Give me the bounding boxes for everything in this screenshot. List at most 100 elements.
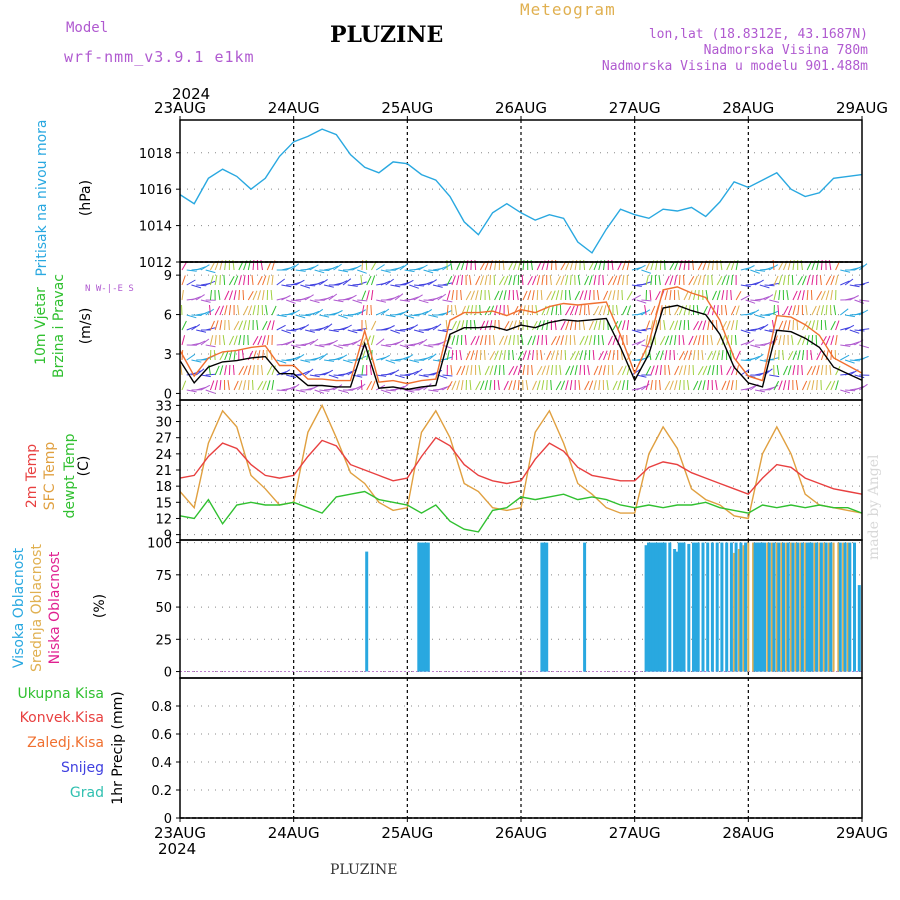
wind-barb (380, 308, 390, 316)
wind-barb (333, 310, 343, 316)
wind-barb (664, 380, 671, 391)
wind-barb (281, 341, 292, 346)
mid-cloud-bar (837, 542, 840, 672)
wind-barb (620, 350, 623, 361)
wind-barb (584, 350, 587, 361)
wind-barb (844, 314, 855, 318)
wind-barb (196, 329, 207, 333)
wind-barb (844, 371, 855, 376)
cloud-tick-label: 100 (147, 537, 172, 552)
wind-barb (546, 350, 552, 361)
high-cloud-bar (843, 542, 847, 672)
wind-barb (669, 275, 674, 286)
wind-barb (243, 305, 249, 316)
wind-barb (588, 290, 591, 301)
top-time-label: 28AUG (722, 99, 774, 117)
wind-barb (251, 275, 254, 286)
wind-barb (688, 290, 693, 301)
wind-barb (370, 275, 376, 286)
high-cloud-bar (701, 542, 705, 672)
wind-barb (759, 323, 769, 331)
wind-barb (797, 305, 800, 316)
wind-barb (801, 350, 805, 361)
wind-barb (442, 263, 451, 271)
wind-barb (854, 329, 865, 332)
wind-barb (674, 365, 680, 376)
high-cloud-bar (661, 542, 665, 672)
wind-barb (423, 269, 434, 274)
wind-barb (238, 380, 243, 391)
wind-barb (631, 329, 642, 334)
wind-barb (508, 366, 515, 376)
wind-barb (546, 365, 550, 376)
wind-barb (825, 304, 828, 316)
wind-barb (769, 384, 779, 391)
wind-barb (631, 284, 642, 287)
wind-barb (409, 359, 420, 363)
wind-barb (262, 320, 268, 331)
wind-barb (776, 365, 780, 376)
wind-barb (555, 335, 561, 346)
wind-barb (209, 380, 215, 391)
high-cloud-bar (824, 542, 828, 672)
cloud-tick-label: 75 (155, 569, 172, 584)
high-cloud-bar (419, 542, 423, 672)
wind-barb (697, 366, 704, 376)
wind-barb (281, 329, 292, 334)
wind-barb (450, 365, 453, 376)
wind-barb (805, 305, 808, 316)
wind-barb (582, 320, 586, 331)
wind-barb (683, 290, 689, 301)
wind-barb (323, 369, 334, 376)
wind-barb (541, 305, 547, 316)
wind-barb (366, 275, 372, 286)
wind-barb (271, 305, 277, 316)
high-cloud-bar (857, 585, 861, 672)
wind-barb (314, 269, 325, 274)
wind-barb (606, 380, 609, 391)
wind-barb (759, 284, 770, 289)
wind-barb (687, 319, 690, 331)
wind-barb (181, 304, 183, 316)
wind-barb (257, 290, 261, 301)
wind-barb (243, 365, 248, 376)
wind-barb (369, 365, 372, 376)
legend-zaledj: Zaledj.Kisa (27, 735, 104, 751)
wind-barb (535, 305, 538, 316)
wind-barb (233, 275, 239, 286)
wind-barb (376, 299, 387, 303)
wind-barb (745, 339, 755, 346)
temp-tick-label: 27 (155, 432, 172, 447)
temp-tick-label: 21 (155, 464, 172, 479)
wind-barb (631, 341, 642, 346)
wind-barb (238, 320, 244, 331)
wind-barb (569, 274, 572, 286)
cloud-tick-label: 25 (155, 633, 172, 648)
wind-barb (395, 329, 406, 332)
wind-barb (759, 296, 770, 301)
wind-barb (413, 294, 423, 301)
legend-grad: Grad (69, 785, 104, 801)
wind-barb (479, 380, 485, 391)
wind-barb (352, 385, 362, 391)
bottom-time-label: 24AUG (268, 824, 320, 842)
wind-barb (437, 293, 447, 301)
wind-barb (428, 279, 437, 286)
wind-barb (546, 291, 552, 301)
high-cloud-bar (720, 542, 724, 672)
wind-barb (820, 365, 824, 376)
bottom-time-label: 27AUG (609, 824, 661, 842)
mid-cloud-bar (790, 542, 792, 672)
wind-barb (521, 274, 524, 286)
wind-barb (730, 334, 733, 346)
wind-barb (579, 305, 582, 316)
wind-barb (186, 389, 197, 393)
wind-barb (555, 381, 562, 391)
wind-barb (540, 350, 543, 361)
wind-barb (621, 320, 626, 331)
wind-barb (262, 290, 265, 301)
wind-barb (693, 335, 698, 346)
wind-barb (806, 275, 811, 286)
wind-barb (569, 305, 575, 316)
wind-barb (655, 320, 658, 331)
